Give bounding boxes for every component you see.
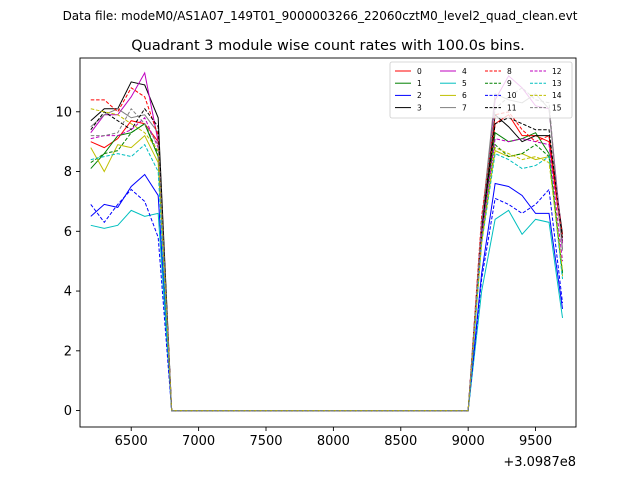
x-tick-label: 7500 [249,434,282,449]
x-tick-label: 9000 [452,434,485,449]
y-tick-label: 8 [64,165,72,180]
chart-title: Quadrant 3 module wise count rates with … [131,38,525,54]
legend-label-9: 9 [507,79,512,88]
legend-label-0: 0 [417,67,422,76]
legend-label-12: 12 [552,67,562,76]
series-line-10 [90,188,564,412]
x-tick-label: 6500 [115,434,148,449]
y-tick-label: 2 [64,344,72,359]
suptitle: Data file: modeM0/AS1A07_149T01_90000032… [63,9,578,23]
y-tick-label: 10 [55,105,72,120]
x-tick-label: 8500 [384,434,417,449]
legend-label-11: 11 [507,103,517,112]
plot-area: 6500 7000 7500 8000 8500 9000 9500024681001234… [55,57,577,449]
legend-label-1: 1 [417,79,422,88]
legend-label-6: 6 [462,91,467,100]
legend-label-3: 3 [417,103,422,112]
series-line-14 [90,108,564,412]
series-group [90,71,564,412]
x-tick-label: 8000 [317,434,350,449]
series-line-15 [90,87,564,412]
y-tick-label: 4 [64,285,72,300]
y-tick-label: 0 [64,404,72,419]
legend-label-5: 5 [462,79,467,88]
y-tick-label: 6 [64,225,72,240]
axes-frame [79,57,577,428]
legend-label-14: 14 [552,91,562,100]
x-tick-label: 7000 [182,434,215,449]
legend-label-8: 8 [507,67,512,76]
legend-box [389,61,573,119]
legend-label-7: 7 [462,103,467,112]
legend-label-15: 15 [552,103,562,112]
legend-label-4: 4 [462,67,467,76]
x-tick-label: 9500 [519,434,552,449]
legend-label-13: 13 [552,79,562,88]
legend-label-10: 10 [507,91,517,100]
legend-label-2: 2 [417,91,422,100]
x-axis-offset-label: +3.0987e8 [503,455,576,470]
